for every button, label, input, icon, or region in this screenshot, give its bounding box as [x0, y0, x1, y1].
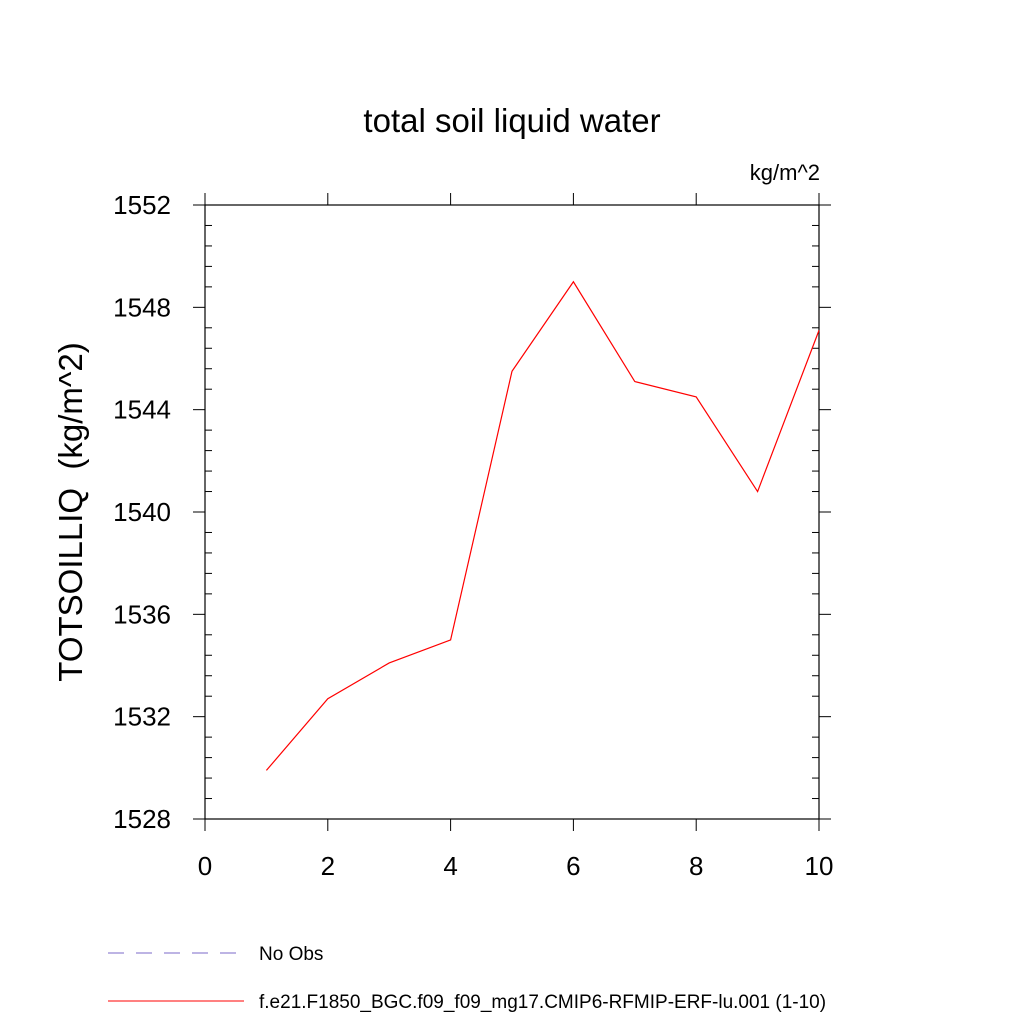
x-tick-label: 6	[566, 851, 580, 881]
series-line	[265, 280, 820, 771]
data-point	[572, 280, 575, 283]
y-tick-label: 1540	[113, 497, 171, 527]
data-point	[756, 490, 759, 493]
data-point	[388, 661, 391, 664]
y-tick-label: 1548	[113, 292, 171, 322]
y-axis-label: TOTSOILLIQ (kg/m^2)	[52, 342, 89, 681]
y-tick-labels: 1528 1532 1536 1540 1544 1548 1552	[113, 190, 171, 834]
legend: No Obs f.e21.F1850_BGC.f09_f09_mg17.CMIP…	[108, 944, 826, 1013]
data-point	[449, 638, 452, 641]
x-tick-label: 8	[689, 851, 703, 881]
data-point	[818, 329, 821, 332]
plot-frame	[204, 204, 820, 820]
y-tick-label: 1528	[113, 804, 171, 834]
data-point	[326, 697, 329, 700]
legend-label-no-obs: No Obs	[259, 944, 323, 965]
data-point	[265, 769, 268, 772]
chart-title: total soil liquid water	[363, 102, 660, 139]
x-tick-label: 2	[321, 851, 335, 881]
data-point	[633, 380, 636, 383]
y-tick-label: 1532	[113, 702, 171, 732]
axis-ticks	[193, 193, 831, 831]
units-label: kg/m^2	[750, 160, 820, 185]
x-tick-label: 0	[198, 851, 212, 881]
data-point	[511, 370, 514, 373]
series-layer	[265, 280, 821, 772]
x-tick-labels: 0 2 4 6 8 10	[198, 851, 834, 881]
y-tick-label: 1552	[113, 190, 171, 220]
x-tick-label: 4	[443, 851, 457, 881]
y-tick-label: 1536	[113, 599, 171, 629]
data-point	[695, 395, 698, 398]
legend-label-series: f.e21.F1850_BGC.f09_f09_mg17.CMIP6-RFMIP…	[259, 992, 826, 1013]
x-tick-label: 10	[805, 851, 834, 881]
y-tick-label: 1544	[113, 395, 171, 425]
